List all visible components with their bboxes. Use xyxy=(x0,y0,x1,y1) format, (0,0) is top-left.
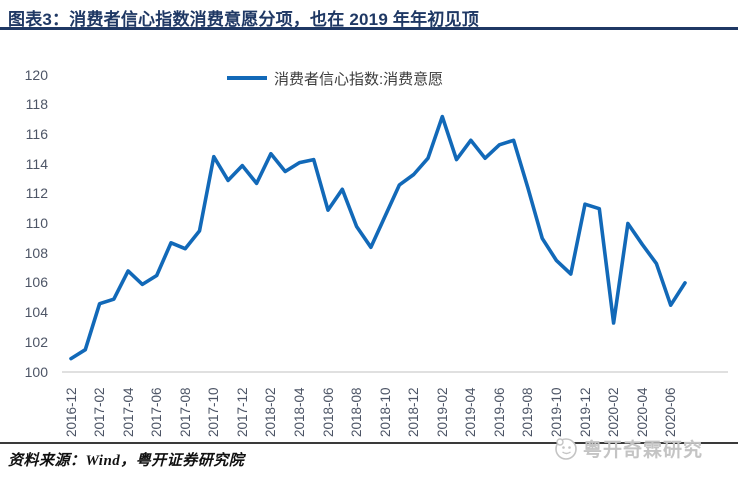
x-tick-label: 2018-12 xyxy=(406,387,422,437)
x-tick-label: 2017-10 xyxy=(206,387,222,437)
y-tick-label: 102 xyxy=(24,333,48,350)
data-source-note: 资料来源：Wind，粤开证券研究院 xyxy=(8,453,245,469)
footer-divider xyxy=(0,442,738,444)
y-tick-label: 104 xyxy=(24,304,48,321)
x-tick-label: 2019-02 xyxy=(434,387,450,437)
y-tick-label: 120 xyxy=(24,66,48,83)
y-tick-label: 116 xyxy=(25,125,48,142)
brand-watermark: 粤开奇霖研究 xyxy=(553,435,703,461)
x-tick-label: 2018-06 xyxy=(320,387,336,437)
x-tick-label: 2017-12 xyxy=(234,387,250,437)
x-tick-label: 2019-06 xyxy=(491,387,507,437)
x-tick-label: 2020-06 xyxy=(663,387,679,437)
series-line xyxy=(69,114,687,361)
y-tick-label: 106 xyxy=(24,274,48,291)
legend-label: 消费者信心指数:消费意愿 xyxy=(274,70,444,88)
mascot-logo-icon xyxy=(555,438,577,460)
y-tick-label: 118 xyxy=(25,96,48,113)
y-tick-label: 110 xyxy=(25,215,48,231)
x-tick-label: 2020-04 xyxy=(634,387,650,437)
x-tick-label: 2019-04 xyxy=(463,387,479,437)
x-tick-label: 2017-08 xyxy=(177,387,193,437)
x-tick-label: 2018-04 xyxy=(291,387,307,437)
chart-title: 图表3：消费者信心指数消费意愿分项，也在 2019 年年初见顶 xyxy=(8,10,479,29)
title-underline xyxy=(0,27,738,30)
watermark-text: 粤开奇霖研究 xyxy=(583,439,704,461)
x-tick-label: 2018-02 xyxy=(263,387,279,437)
x-tick-label: 2018-08 xyxy=(349,387,365,437)
x-tick-label: 2019-12 xyxy=(577,387,593,437)
y-tick-label: 100 xyxy=(24,363,48,380)
y-tick-label: 114 xyxy=(25,155,48,172)
x-tick-label: 2017-02 xyxy=(92,387,108,437)
x-tick-label: 2018-10 xyxy=(377,387,393,437)
y-tick-label: 108 xyxy=(24,244,48,261)
x-tick-label: 2019-08 xyxy=(520,387,536,437)
legend-line-swatch xyxy=(227,76,267,80)
chart-legend: 消费者信心指数:消费意愿 xyxy=(227,68,443,88)
x-tick-label: 2016-12 xyxy=(63,387,79,437)
x-tick-label: 2017-06 xyxy=(149,387,165,437)
x-tick-label: 2017-04 xyxy=(120,387,136,437)
x-tick-label: 2019-10 xyxy=(548,387,564,437)
y-tick-label: 112 xyxy=(25,185,48,202)
x-tick-label: 2020-02 xyxy=(606,387,622,437)
